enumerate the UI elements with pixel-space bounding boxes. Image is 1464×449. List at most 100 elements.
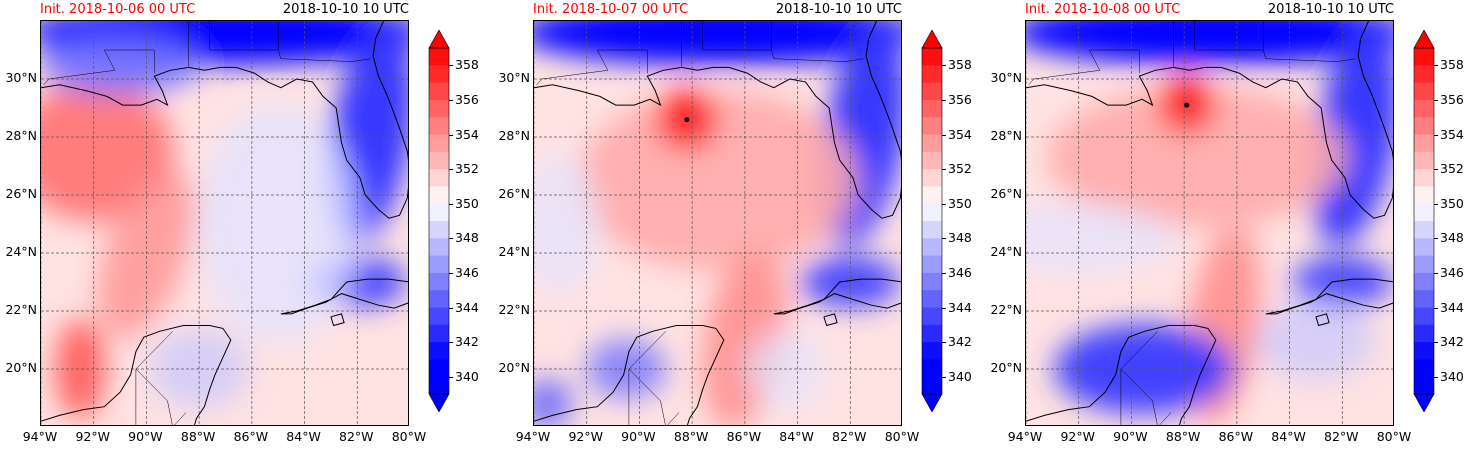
lon-tick-label: 80°W <box>884 429 920 444</box>
colorbar-tick-label: 340 <box>948 368 972 384</box>
colorbar-tick-mark <box>449 376 453 378</box>
colorbar-tick-mark <box>1434 65 1438 67</box>
borders <box>1028 21 1356 425</box>
lat-tick-label: 26°N <box>498 186 530 201</box>
lon-tick-label: 94°W <box>1007 429 1043 444</box>
lon-tick-label: 84°W <box>286 429 321 444</box>
lat-tick-label: 22°N <box>498 302 530 317</box>
colorbar-tick-label: 344 <box>948 299 972 315</box>
colorbar-tick-mark <box>942 307 946 309</box>
colorbar-tick-label: 354 <box>455 126 479 142</box>
colorbar <box>1413 29 1435 413</box>
colorbar-tick-label: 352 <box>948 161 972 177</box>
colorbar-tick-mark <box>942 376 946 378</box>
lon-tick-label: 88°W <box>180 429 216 444</box>
colorbar-tick-label: 342 <box>948 334 972 350</box>
lon-tick-label: 86°W <box>726 429 762 444</box>
colorbar-tick-mark <box>942 169 946 171</box>
colorbar-tick-mark <box>1434 238 1438 240</box>
colorbar-tick-label: 354 <box>948 126 972 142</box>
lon-tick-label: 88°W <box>1165 429 1201 444</box>
borders <box>43 21 371 425</box>
lon-tick-label: 92°W <box>1060 429 1095 444</box>
lat-tick-label: 24°N <box>5 244 37 259</box>
lon-tick-label: 86°W <box>1218 429 1254 444</box>
colorbar-tick-mark <box>1434 307 1438 309</box>
colorbar <box>428 29 450 413</box>
colorbar-tick-label: 340 <box>455 368 479 384</box>
colorbar-tick-mark <box>1434 272 1438 274</box>
colorbar-tick-mark <box>1434 376 1438 378</box>
colorbar-tick-mark <box>449 99 453 101</box>
gridlines <box>534 21 901 425</box>
colorbar-tick-label: 354 <box>1440 126 1464 142</box>
lon-tick-label: 90°W <box>128 429 163 444</box>
lon-tick-label: 84°W <box>779 429 814 444</box>
colorbar-tick-label: 358 <box>455 57 479 73</box>
colorbar-tick-label: 356 <box>1440 91 1464 107</box>
colorbar-tick-mark <box>942 203 946 205</box>
lat-tick-label: 22°N <box>990 302 1022 317</box>
map-panel-2: Init. 2018-10-07 00 UTC 2018-10-10 10 UTC… <box>493 0 981 449</box>
lat-tick-label: 30°N <box>498 70 530 85</box>
lat-tick-label: 28°N <box>498 128 530 143</box>
init-time-label: Init. 2018-10-07 00 UTC <box>533 2 689 17</box>
coastlines <box>1026 21 1393 425</box>
valid-time-label: 2018-10-10 10 UTC <box>282 2 409 17</box>
init-time-label: Init. 2018-10-06 00 UTC <box>40 2 196 17</box>
theta-e-map <box>1025 20 1394 426</box>
lon-tick-label: 90°W <box>1113 429 1148 444</box>
lon-tick-label: 82°W <box>339 429 374 444</box>
lat-tick-label: 26°N <box>5 186 37 201</box>
lon-tick-label: 92°W <box>568 429 603 444</box>
colorbar-tick-mark <box>449 342 453 344</box>
lat-tick-label: 30°N <box>5 70 37 85</box>
colorbar-tick-label: 346 <box>1440 264 1464 280</box>
colorbar-tick-label: 342 <box>455 334 479 350</box>
colorbar-tick-mark <box>1434 169 1438 171</box>
colorbar-tick-mark <box>1434 99 1438 101</box>
colorbar-tick-mark <box>1434 342 1438 344</box>
lon-tick-label: 88°W <box>673 429 709 444</box>
lat-tick-label: 24°N <box>990 244 1022 259</box>
lon-tick-label: 94°W <box>515 429 551 444</box>
lat-tick-label: 24°N <box>498 244 530 259</box>
lon-tick-label: 86°W <box>233 429 269 444</box>
colorbar-tick-label: 350 <box>948 195 972 211</box>
colorbar-tick-label: 350 <box>455 195 479 211</box>
map-panel-1: Init. 2018-10-06 00 UTC 2018-10-10 10 UTC… <box>0 0 488 449</box>
colorbar-tick-mark <box>449 169 453 171</box>
gridlines <box>41 21 408 425</box>
gridlines <box>1026 21 1393 425</box>
lon-tick-label: 80°W <box>391 429 427 444</box>
colorbar-tick-mark <box>449 307 453 309</box>
lat-tick-label: 20°N <box>498 360 530 375</box>
colorbar-tick-mark <box>942 65 946 67</box>
colorbar-tick-mark <box>449 134 453 136</box>
theta-e-map <box>533 20 902 426</box>
valid-time-label: 2018-10-10 10 UTC <box>1267 2 1394 17</box>
colorbar-tick-label: 350 <box>1440 195 1464 211</box>
colorbar-tick-mark <box>942 238 946 240</box>
map-panel-3: Init. 2018-10-08 00 UTC 2018-10-10 10 UTC… <box>985 0 1464 449</box>
colorbar-tick-label: 344 <box>1440 299 1464 315</box>
colorbar-tick-mark <box>1434 203 1438 205</box>
colorbar-tick-label: 346 <box>455 264 479 280</box>
colorbar-tick-label: 342 <box>1440 334 1464 350</box>
colorbar-tick-label: 356 <box>948 91 972 107</box>
colorbar-tick-label: 352 <box>1440 161 1464 177</box>
colorbar-tick-label: 348 <box>1440 230 1464 246</box>
colorbar-tick-label: 344 <box>455 299 479 315</box>
colorbar-tick-mark <box>942 134 946 136</box>
colorbar-tick-label: 346 <box>948 264 972 280</box>
lon-tick-label: 92°W <box>75 429 110 444</box>
lon-tick-label: 82°W <box>832 429 867 444</box>
colorbar-tick-mark <box>449 238 453 240</box>
coastlines <box>41 21 408 425</box>
colorbar-tick-mark <box>1434 134 1438 136</box>
borders <box>536 21 864 425</box>
storm-center-marker <box>1184 102 1190 108</box>
lat-tick-label: 22°N <box>5 302 37 317</box>
lat-tick-label: 28°N <box>990 128 1022 143</box>
lat-tick-label: 20°N <box>5 360 37 375</box>
